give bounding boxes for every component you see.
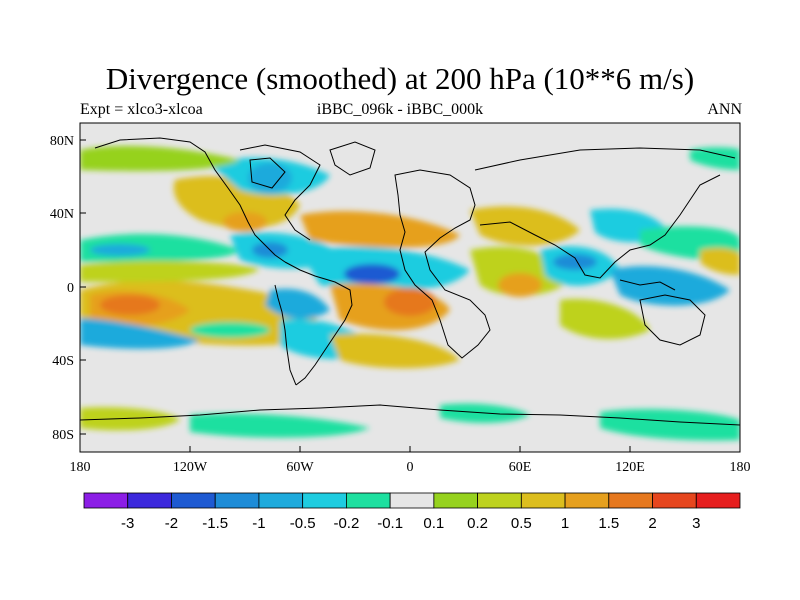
colorbar-swatch: [564, 492, 610, 509]
colorbar-swatch: [695, 492, 741, 509]
colorbar-label: -0.2: [333, 515, 359, 532]
hudson-bay-outline: [249, 157, 286, 189]
lat-tick-80n: 80N: [50, 134, 74, 149]
colorbar-label: -3: [121, 515, 134, 532]
colorbar-label: 3: [692, 515, 700, 532]
period-label: ANN: [707, 101, 742, 118]
colorbar-swatch: [83, 492, 129, 509]
colorbar: -3 -2 -1.5 -1 -0.5 -0.2 -0.1 0.1 0.2 0.5 1 1.5 2 3: [83, 492, 741, 532]
colorbar-swatch: [608, 492, 653, 509]
lon-tick-180w: 180: [70, 460, 91, 475]
lat-tick-40s: 40S: [52, 354, 74, 369]
colorbar-swatch: [171, 492, 216, 509]
colorbar-swatch: [214, 492, 260, 509]
north-america-east-coast: [239, 144, 321, 241]
colorbar-swatch: [127, 492, 172, 509]
indonesia-outline: [619, 279, 676, 291]
colorbar-swatch: [258, 492, 304, 509]
greenland-outline: [329, 141, 376, 176]
colorbar-label: 0.1: [423, 515, 444, 532]
colorbar-label: 1: [561, 515, 569, 532]
lat-tick-0: 0: [67, 281, 74, 296]
colorbar-label: 0.5: [511, 515, 532, 532]
colorbar-swatch: [520, 492, 566, 509]
colorbar-label: -0.1: [377, 515, 403, 532]
lon-tick-120w: 120W: [173, 460, 208, 475]
australia-outline: [639, 294, 706, 346]
colorbar-swatch: [477, 492, 522, 509]
colorbar-swatch: [345, 492, 391, 509]
anomaly-patches: [80, 145, 740, 441]
north-america-west-coast: [94, 137, 286, 263]
lon-tick-60w: 60W: [286, 460, 314, 475]
colorbar-label: -1.5: [202, 515, 228, 532]
south-america-east-coast: [284, 261, 353, 386]
colorbar-label: -1: [252, 515, 265, 532]
asia-south-coast: [479, 174, 721, 279]
colorbar-label: -2: [165, 515, 178, 532]
lat-axis: 80N 40N 0 40S 80S: [50, 134, 86, 443]
plot-title: Divergence (smoothed) at 200 hPa (10**6 …: [105, 61, 695, 96]
comparison-label: iBBC_096k - iBBC_000k: [316, 101, 484, 118]
europe-africa-outline: [394, 169, 491, 359]
divergence-field: [80, 123, 740, 452]
colorbar-swatch: [389, 492, 435, 509]
lat-tick-80s: 80S: [52, 428, 74, 443]
south-america-west-coast: [274, 284, 297, 386]
colorbar-swatch: [433, 492, 479, 509]
lon-tick-0: 0: [407, 460, 414, 475]
lon-tick-60e: 60E: [509, 460, 532, 475]
colorbar-swatch: [652, 492, 697, 509]
lon-axis: 180 120W 60W 0 60E 120E 180: [70, 446, 751, 475]
coastlines: [80, 137, 740, 426]
experiment-label: Expt = xlco3-xlcoa: [80, 101, 203, 118]
lat-tick-40n: 40N: [50, 207, 74, 222]
lon-tick-180e: 180: [730, 460, 751, 475]
eurasia-north-coast: [474, 147, 736, 171]
colorbar-label: 2: [648, 515, 656, 532]
colorbar-label: 0.2: [467, 515, 488, 532]
colorbar-swatch: [302, 492, 347, 509]
lon-tick-120e: 120E: [615, 460, 645, 475]
colorbar-label: -0.5: [290, 515, 316, 532]
colorbar-label: 1.5: [598, 515, 619, 532]
antarctica-coast: [80, 404, 740, 426]
